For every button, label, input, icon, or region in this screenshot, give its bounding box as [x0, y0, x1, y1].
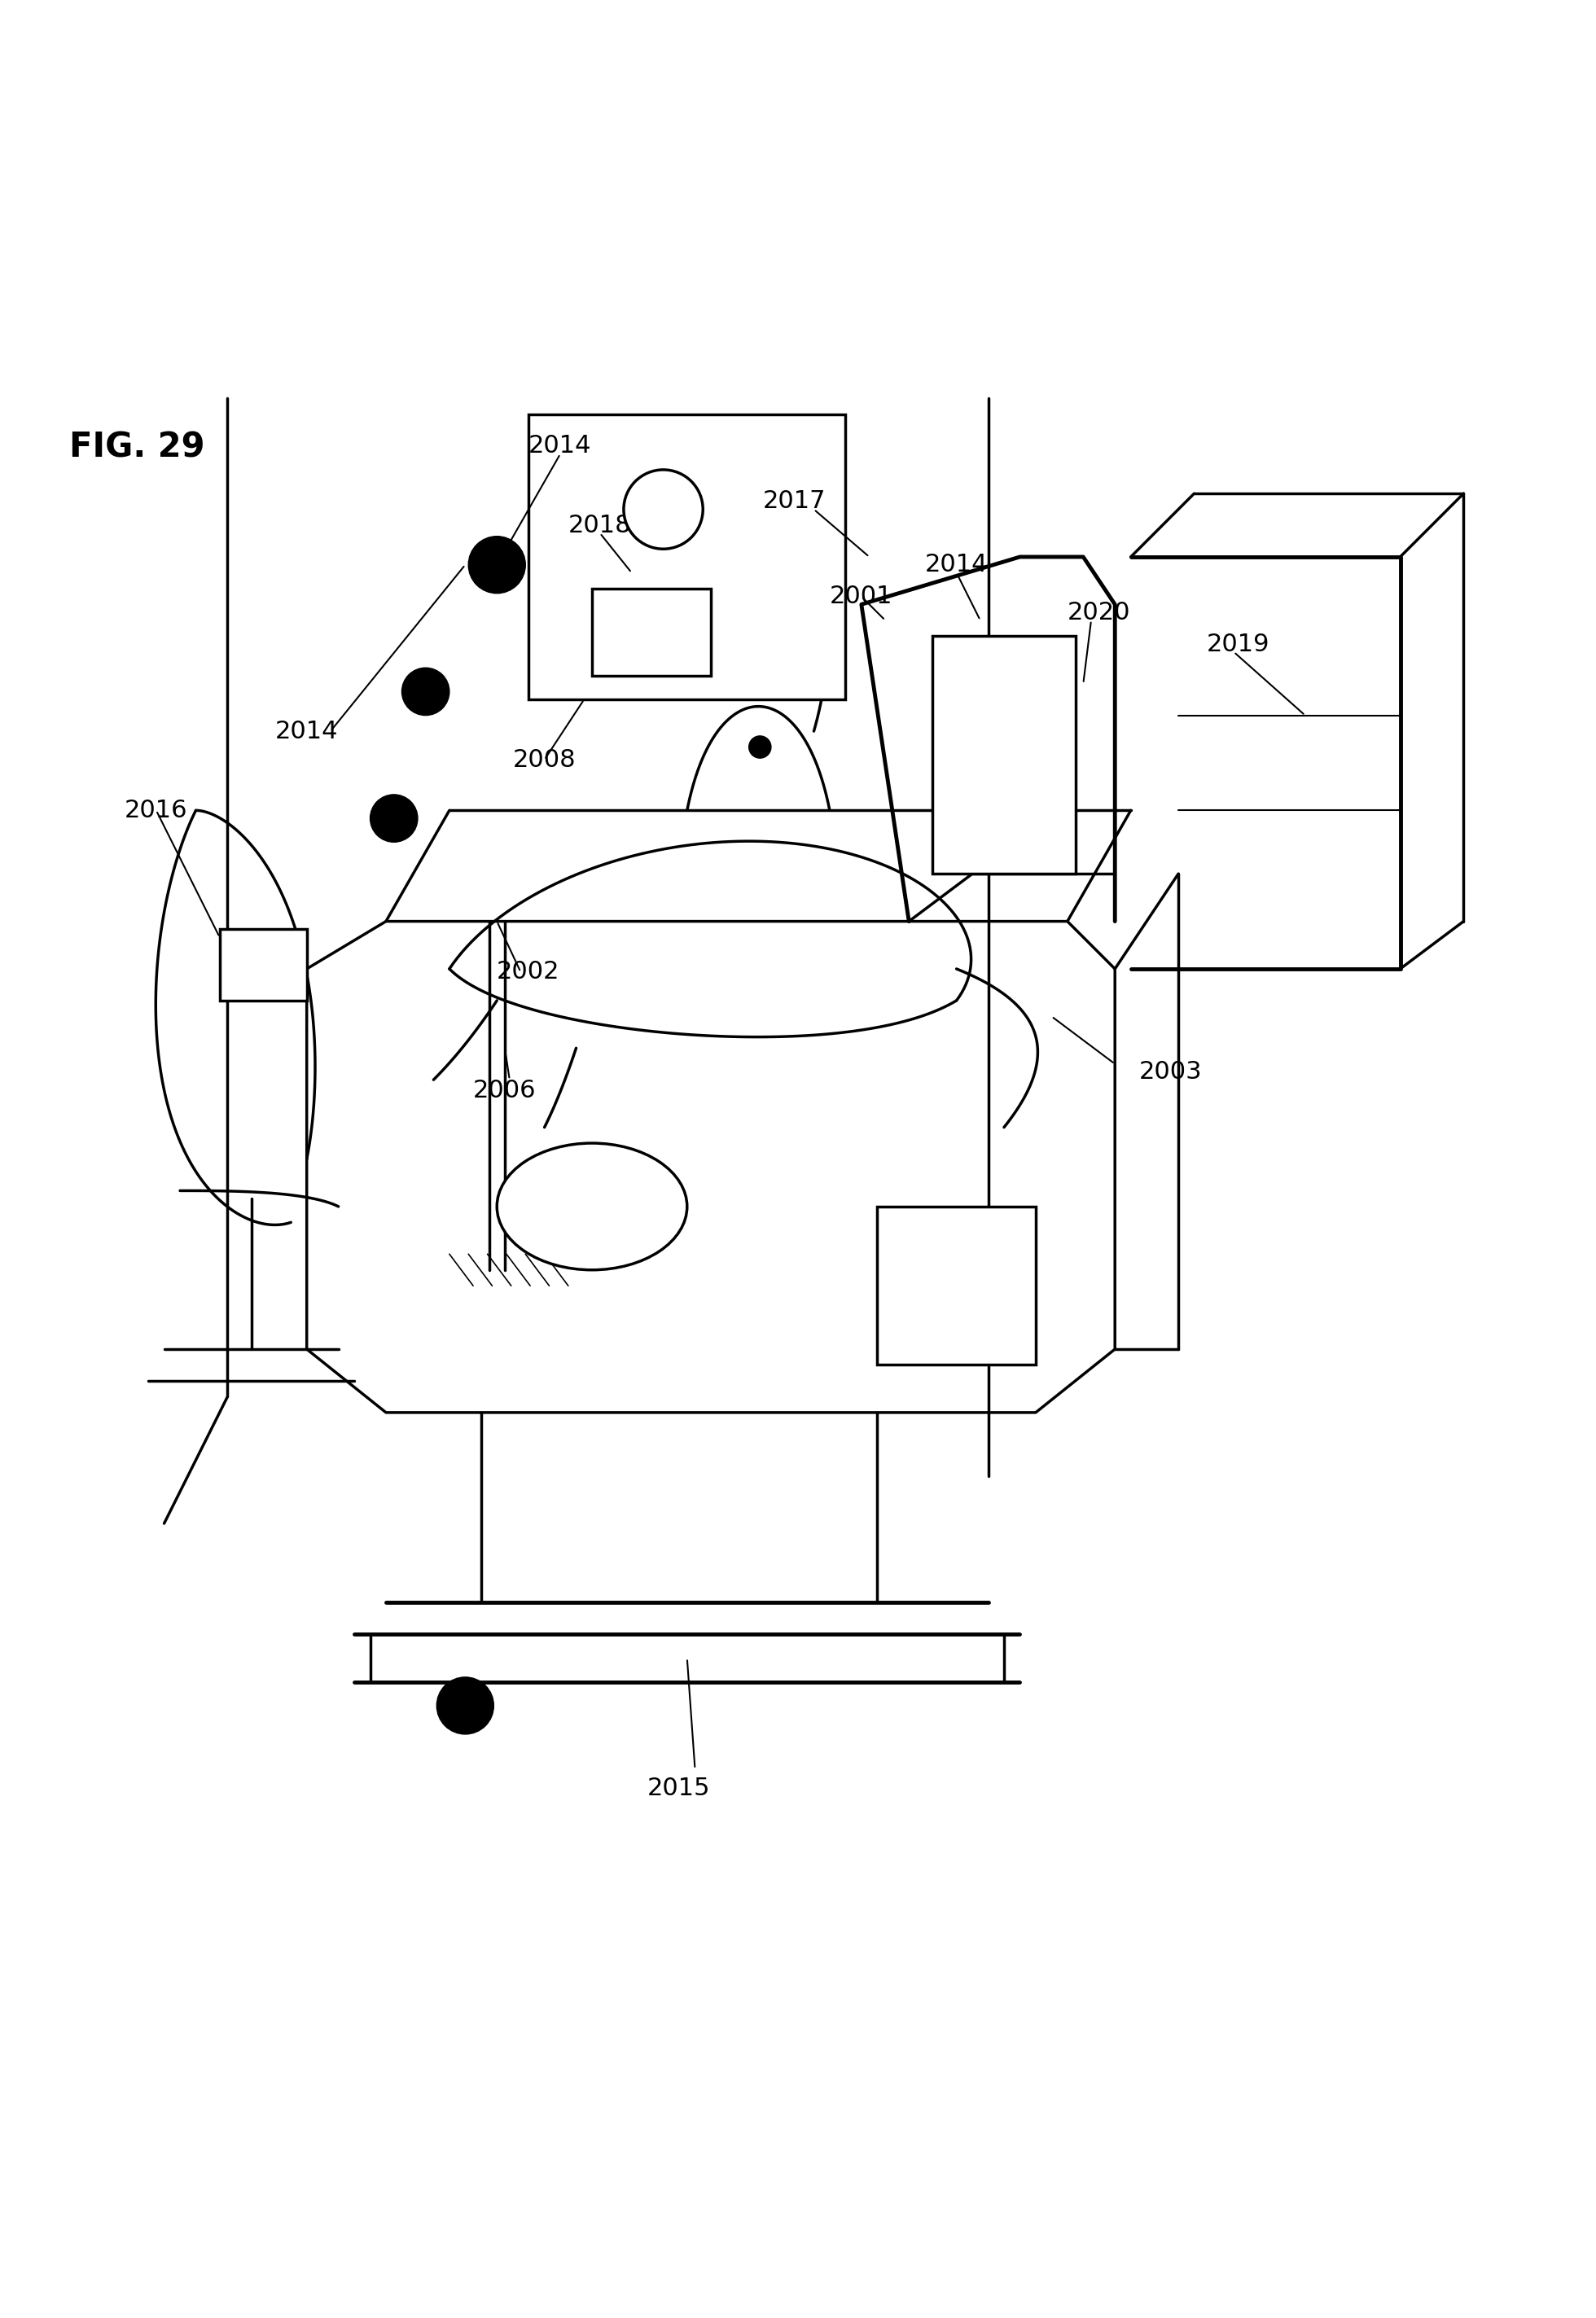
Bar [878, 1208, 1036, 1365]
Text: 2006: 2006 [472, 1080, 536, 1103]
Text: 2017: 2017 [763, 489, 827, 512]
Text: 2001: 2001 [830, 584, 892, 607]
Text: 2014: 2014 [528, 433, 592, 457]
Ellipse shape [496, 1143, 686, 1270]
Circle shape [402, 668, 450, 716]
Text: 2020: 2020 [1068, 600, 1130, 624]
Text: 2016: 2016 [124, 800, 188, 823]
Text: 2003: 2003 [1138, 1059, 1202, 1083]
Bar [528, 415, 846, 700]
Circle shape [624, 471, 702, 549]
Circle shape [370, 795, 418, 841]
Text: FIG. 29: FIG. 29 [69, 431, 204, 464]
Text: 2008: 2008 [512, 749, 576, 772]
Bar [220, 930, 306, 1001]
Circle shape [437, 1678, 493, 1734]
Text: 2019: 2019 [1207, 633, 1270, 656]
Text: 2002: 2002 [496, 960, 560, 983]
Text: 2014: 2014 [924, 554, 988, 577]
Circle shape [468, 535, 525, 593]
Text: 2015: 2015 [648, 1776, 710, 1799]
Text: 2018: 2018 [568, 512, 632, 538]
FancyBboxPatch shape [592, 589, 710, 677]
Circle shape [749, 735, 771, 758]
Text: 2014: 2014 [275, 719, 338, 744]
Bar [932, 635, 1076, 874]
